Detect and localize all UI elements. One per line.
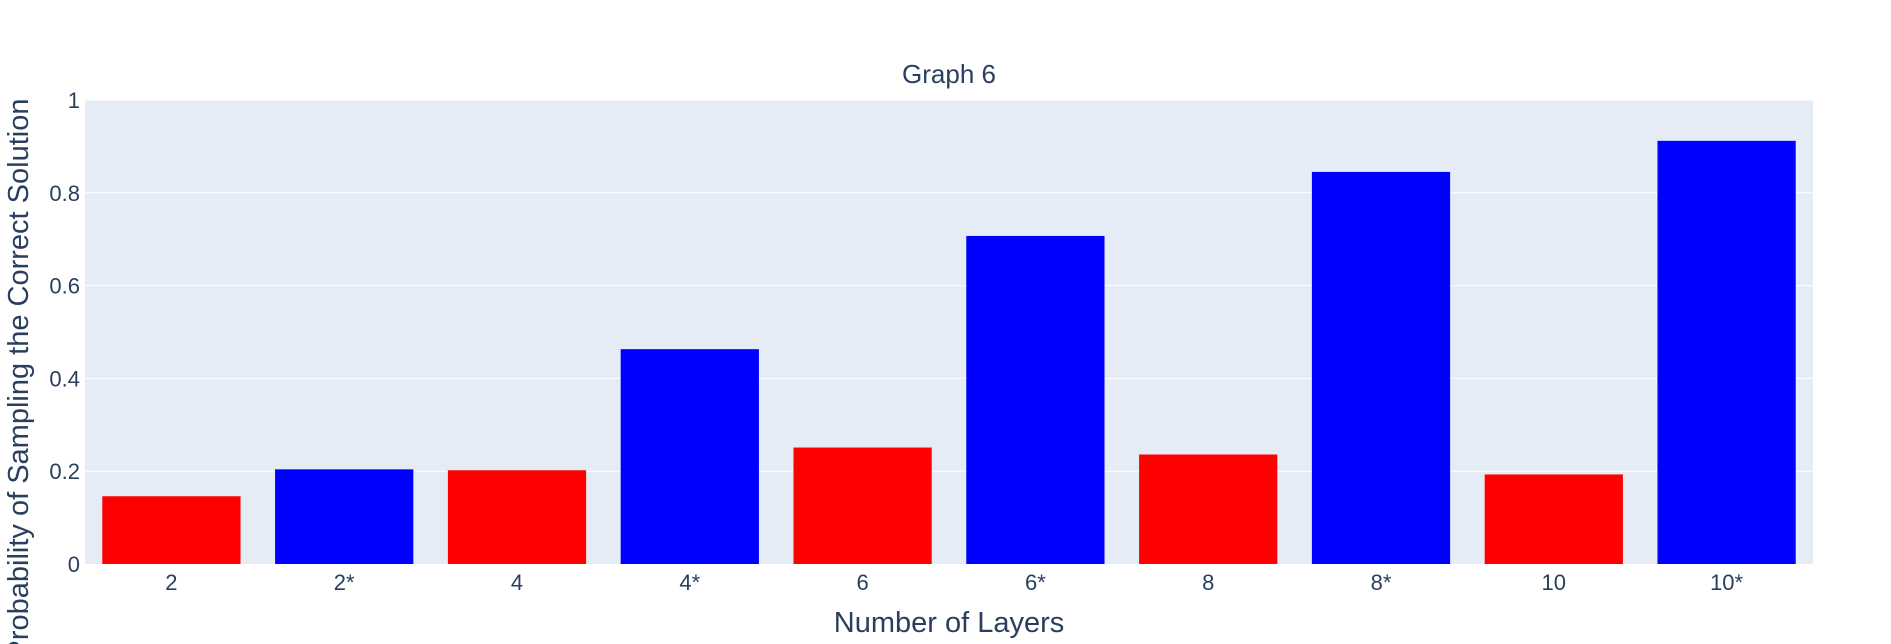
bar <box>1139 454 1278 564</box>
y-tick-label: 0 <box>68 552 80 577</box>
bar <box>620 349 759 564</box>
y-tick-labels: 0 0.2 0.4 0.6 0.8 1 <box>49 88 80 577</box>
y-tick-label: 0.2 <box>49 459 80 484</box>
x-tick-label: 4 <box>511 570 523 595</box>
bar <box>275 469 414 564</box>
x-tick-label: 10* <box>1710 570 1743 595</box>
x-tick-label: 6 <box>856 570 868 595</box>
x-tick-label: 6* <box>1025 570 1046 595</box>
y-tick-label: 0.4 <box>49 366 80 391</box>
bar <box>1657 140 1796 564</box>
chart-title: Graph 6 <box>902 59 996 89</box>
x-tick-label: 4* <box>679 570 700 595</box>
x-tick-label: 2 <box>165 570 177 595</box>
x-tick-label: 8 <box>1202 570 1214 595</box>
bar <box>1484 474 1623 564</box>
y-tick-label: 1 <box>68 88 80 113</box>
y-axis-title: Probability of Sampling the Correct Solu… <box>3 99 35 644</box>
bar <box>447 470 587 564</box>
y-tick-label: 0.8 <box>49 181 80 206</box>
bar <box>793 447 932 564</box>
x-tick-label: 8* <box>1371 570 1392 595</box>
bar <box>966 235 1105 564</box>
y-tick-label: 0.6 <box>49 274 80 299</box>
bar <box>102 496 241 564</box>
x-tick-label: 10 <box>1542 570 1566 595</box>
bar <box>1311 171 1451 565</box>
x-axis-title: Number of Layers <box>834 607 1065 639</box>
bars <box>102 140 1796 565</box>
x-tick-label: 2* <box>334 570 355 595</box>
x-tick-labels: 2 2* 4 4* 6 6* 8 8* 10 10* <box>165 570 1743 595</box>
